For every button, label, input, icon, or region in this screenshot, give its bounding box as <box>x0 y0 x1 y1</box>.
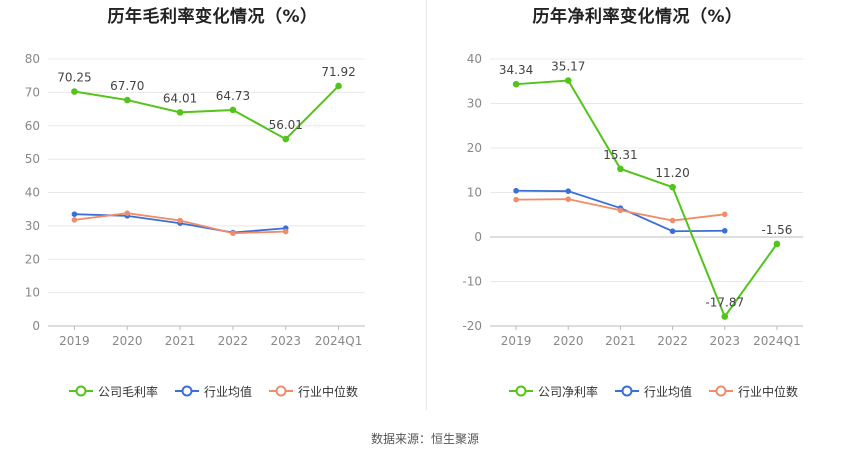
data-point <box>721 313 729 320</box>
y-tick-label: 30 <box>467 97 482 111</box>
legend-line-marker-icon <box>69 385 93 397</box>
data-point <box>124 210 131 216</box>
data-label: 11.20 <box>655 166 689 180</box>
data-label: 34.34 <box>499 63 533 77</box>
x-tick-label: 2024Q1 <box>315 334 363 348</box>
data-point <box>71 217 78 223</box>
data-point <box>565 196 572 202</box>
data-point <box>71 211 78 217</box>
gross-margin-chart-title: 历年毛利率变化情况（%） <box>107 7 318 27</box>
x-tick-label: 2023 <box>270 334 301 348</box>
data-point <box>669 228 676 235</box>
data-point <box>512 80 520 88</box>
y-tick-label: 40 <box>25 186 40 200</box>
y-tick-label: 0 <box>32 319 40 333</box>
legend-label: 行业中位数 <box>738 384 799 399</box>
x-tick-label: 2024Q1 <box>753 334 801 348</box>
data-label: 71.92 <box>321 65 355 79</box>
y-tick-label: 10 <box>467 186 482 200</box>
gross-margin-legend: 公司毛利率 行业均值 行业中位数 <box>68 382 374 400</box>
data-label: 64.01 <box>163 91 197 105</box>
legend-line-marker-icon <box>709 385 734 397</box>
y-tick-label: -10 <box>462 275 482 289</box>
x-tick-label: 2020 <box>112 334 143 348</box>
data-point <box>513 196 519 203</box>
y-tick-label: 10 <box>25 286 40 300</box>
data-point <box>177 217 183 224</box>
data-point <box>282 228 289 235</box>
legend-item-industry-avg[interactable]: 行业均值 <box>614 383 692 400</box>
y-tick-label: 30 <box>25 219 40 233</box>
x-tick-label: 2021 <box>165 334 196 348</box>
data-label: 67.70 <box>110 79 144 93</box>
y-tick-label: 50 <box>25 152 40 166</box>
y-tick-label: 20 <box>25 252 40 266</box>
y-tick-label: 70 <box>25 85 40 99</box>
data-point <box>123 96 131 104</box>
data-label: 15.31 <box>603 148 637 162</box>
data-point <box>176 109 184 116</box>
legend-item-company-gross[interactable]: 公司毛利率 <box>68 383 158 400</box>
legend-label: 行业均值 <box>204 384 253 399</box>
data-label: 64.73 <box>216 89 250 103</box>
series-line <box>516 79 778 319</box>
data-point <box>721 227 728 234</box>
data-label: -1.56 <box>761 223 792 237</box>
y-tick-label: 40 <box>467 52 482 66</box>
x-tick-label: 2019 <box>59 334 90 348</box>
data-label: 70.25 <box>57 71 91 85</box>
data-point <box>773 240 781 248</box>
y-tick-label: 80 <box>25 52 40 66</box>
legend-label: 行业均值 <box>644 384 693 399</box>
legend-line-marker-icon <box>175 385 200 397</box>
net-margin-legend: 公司净利率 行业均值 行业中位数 <box>508 382 814 400</box>
legend-label: 行业中位数 <box>298 384 359 399</box>
data-point <box>617 165 624 173</box>
data-point <box>230 230 236 237</box>
data-point <box>564 77 572 84</box>
data-label: 35.17 <box>551 59 585 73</box>
legend-line-marker-icon <box>509 385 533 397</box>
net-margin-chart-title: 历年净利率变化情况（%） <box>532 7 743 27</box>
data-point <box>565 188 572 194</box>
data-label: 56.01 <box>269 118 303 132</box>
net-chart: -20 -10 0 10 20 30 40 2019 2020 2021 2022 2023 2024Q… <box>462 52 803 348</box>
x-tick-label: 2023 <box>709 334 740 348</box>
x-tick-label: 2022 <box>218 334 249 348</box>
data-point <box>669 183 676 191</box>
data-point <box>669 217 676 224</box>
y-tick-label: 0 <box>474 230 482 244</box>
series-line <box>74 85 340 141</box>
legend-item-industry-median[interactable]: 行业中位数 <box>268 383 358 400</box>
data-point <box>282 135 290 143</box>
y-tick-label: 20 <box>467 141 482 155</box>
legend-item-industry-median[interactable]: 行业中位数 <box>708 383 798 400</box>
data-source-note: 数据来源：恒生聚源 <box>370 432 479 446</box>
y-tick-label: 60 <box>25 119 40 133</box>
data-point <box>513 187 519 194</box>
y-tick-label: -20 <box>462 319 482 333</box>
panel-divider <box>426 0 427 410</box>
legend-label: 公司毛利率 <box>98 384 159 399</box>
legend-line-marker-icon <box>269 385 294 397</box>
x-tick-label: 2020 <box>553 334 584 348</box>
legend-label: 公司净利率 <box>538 384 599 399</box>
gross-chart: 0 10 20 30 40 50 60 70 80 2019 2020 2021 2022 2023 202… <box>25 52 365 348</box>
x-tick-label: 2022 <box>657 334 688 348</box>
data-label: -17.87 <box>705 296 744 310</box>
data-point <box>229 106 237 114</box>
legend-line-marker-icon <box>615 385 640 397</box>
data-point <box>721 211 728 218</box>
data-point <box>335 82 342 90</box>
data-point <box>617 207 624 214</box>
legend-item-industry-avg[interactable]: 行业均值 <box>174 383 252 400</box>
data-point <box>71 88 78 95</box>
legend-item-company-net[interactable]: 公司净利率 <box>508 383 598 400</box>
x-tick-label: 2019 <box>501 334 532 348</box>
x-tick-label: 2021 <box>605 334 636 348</box>
